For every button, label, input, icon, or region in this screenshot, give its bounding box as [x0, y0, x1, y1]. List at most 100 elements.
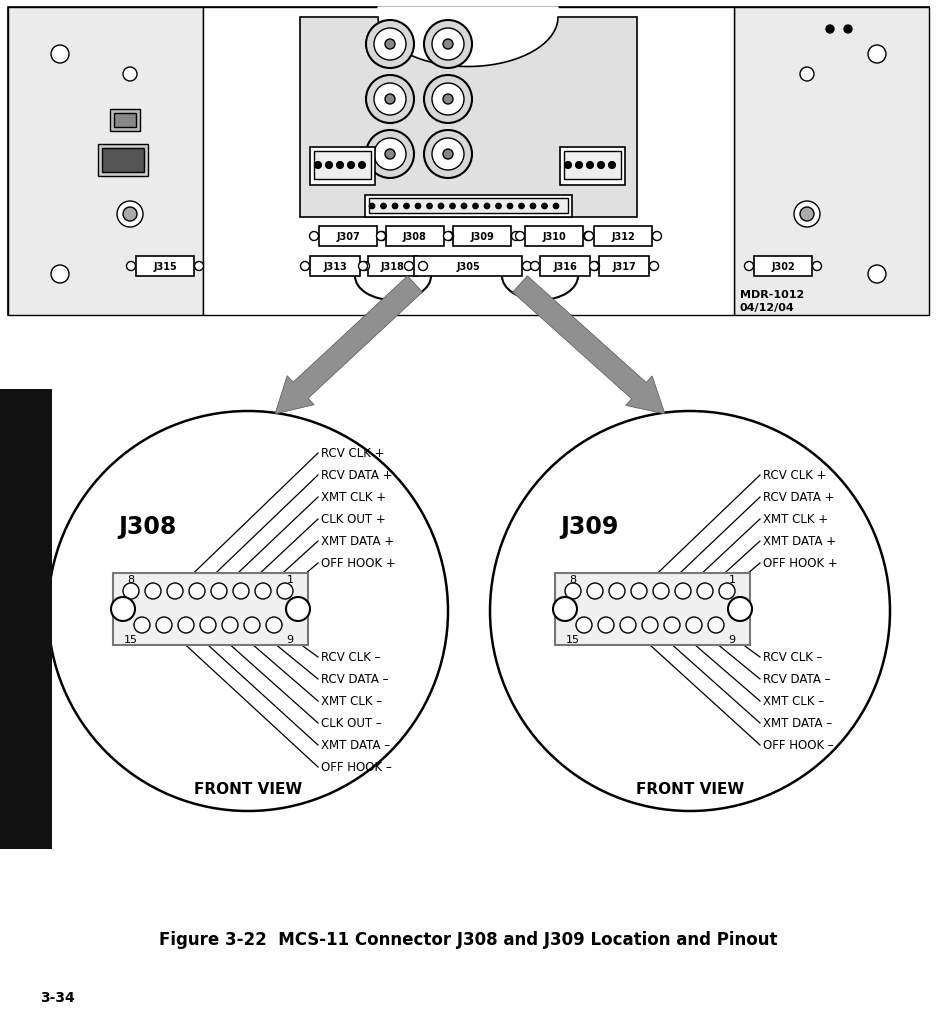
- Circle shape: [443, 232, 452, 242]
- Circle shape: [373, 29, 405, 61]
- Circle shape: [438, 204, 444, 210]
- Circle shape: [620, 618, 636, 634]
- Circle shape: [222, 618, 238, 634]
- Text: J309: J309: [560, 515, 618, 538]
- Bar: [98, 145, 148, 177]
- Circle shape: [461, 204, 466, 210]
- Circle shape: [564, 584, 580, 599]
- Circle shape: [385, 150, 395, 160]
- Text: J305: J305: [456, 262, 479, 272]
- Text: XMT DATA +: XMT DATA +: [321, 535, 394, 548]
- Circle shape: [325, 162, 332, 169]
- Circle shape: [366, 130, 414, 178]
- Bar: [310, 257, 359, 277]
- Text: J309: J309: [470, 231, 493, 242]
- Text: J307: J307: [336, 231, 359, 242]
- Text: RCV DATA +: RCV DATA +: [321, 469, 392, 482]
- Text: XMT CLK –: XMT CLK –: [762, 695, 824, 708]
- Circle shape: [443, 40, 452, 50]
- Bar: [554, 574, 749, 645]
- Text: XMT CLK +: XMT CLK +: [762, 513, 827, 526]
- Circle shape: [123, 584, 139, 599]
- Bar: [310, 148, 374, 185]
- Circle shape: [233, 584, 249, 599]
- Circle shape: [369, 204, 374, 210]
- Text: XMT CLK +: XMT CLK +: [321, 491, 386, 504]
- Text: RCV CLK +: RCV CLK +: [762, 469, 826, 482]
- Text: RCV DATA –: RCV DATA –: [762, 673, 829, 686]
- Circle shape: [443, 95, 452, 105]
- Text: RCV CLK –: RCV CLK –: [762, 651, 822, 663]
- Circle shape: [826, 25, 833, 34]
- Circle shape: [484, 204, 490, 210]
- Bar: [563, 152, 621, 179]
- Bar: [414, 257, 521, 277]
- Bar: [300, 18, 636, 218]
- Bar: [110, 110, 139, 131]
- Ellipse shape: [48, 412, 447, 811]
- Bar: [368, 257, 417, 277]
- Text: XMT DATA –: XMT DATA –: [321, 739, 389, 752]
- Circle shape: [373, 84, 405, 116]
- Circle shape: [586, 584, 603, 599]
- Bar: [452, 227, 510, 247]
- Text: FRONT VIEW: FRONT VIEW: [194, 782, 301, 797]
- Circle shape: [255, 584, 271, 599]
- Circle shape: [266, 618, 282, 634]
- Text: 8: 8: [127, 575, 135, 585]
- Circle shape: [651, 232, 661, 242]
- Circle shape: [309, 232, 318, 242]
- Circle shape: [799, 68, 813, 82]
- Circle shape: [360, 262, 369, 271]
- Circle shape: [708, 618, 724, 634]
- Circle shape: [552, 204, 558, 210]
- Text: 1: 1: [286, 575, 293, 585]
- Circle shape: [744, 262, 753, 271]
- Circle shape: [685, 618, 701, 634]
- Circle shape: [211, 584, 227, 599]
- Circle shape: [472, 204, 477, 210]
- Bar: [365, 196, 571, 218]
- Circle shape: [110, 597, 135, 622]
- Circle shape: [403, 204, 409, 210]
- Circle shape: [649, 262, 658, 271]
- Text: RCV CLK –: RCV CLK –: [321, 651, 380, 663]
- Text: XMT CLK –: XMT CLK –: [321, 695, 382, 708]
- Circle shape: [597, 618, 613, 634]
- Circle shape: [718, 584, 734, 599]
- Text: CLK OUT –: CLK OUT –: [321, 716, 381, 730]
- Circle shape: [586, 162, 592, 169]
- Text: XMT DATA +: XMT DATA +: [762, 535, 835, 548]
- Circle shape: [584, 232, 592, 242]
- Circle shape: [674, 584, 690, 599]
- Text: 1: 1: [727, 575, 735, 585]
- Circle shape: [867, 46, 885, 64]
- Text: CLK OUT +: CLK OUT +: [321, 513, 386, 526]
- Circle shape: [424, 130, 472, 178]
- Text: OFF HOOK –: OFF HOOK –: [321, 761, 391, 773]
- Circle shape: [608, 584, 624, 599]
- Bar: [8, 8, 203, 316]
- Circle shape: [563, 162, 571, 169]
- Text: J302: J302: [770, 262, 794, 272]
- Circle shape: [867, 266, 885, 283]
- Text: J308: J308: [402, 231, 427, 242]
- Bar: [560, 148, 624, 185]
- Circle shape: [530, 262, 539, 271]
- Text: MDR-1012: MDR-1012: [739, 289, 803, 300]
- Circle shape: [418, 262, 427, 271]
- Text: 9: 9: [286, 635, 293, 644]
- Circle shape: [195, 262, 203, 271]
- Circle shape: [664, 618, 680, 634]
- Circle shape: [449, 204, 455, 210]
- Circle shape: [377, 232, 386, 242]
- Circle shape: [843, 25, 851, 34]
- Circle shape: [424, 21, 472, 69]
- Circle shape: [123, 68, 137, 82]
- Circle shape: [277, 584, 293, 599]
- Circle shape: [404, 262, 413, 271]
- Text: FRONT VIEW: FRONT VIEW: [636, 782, 743, 797]
- Circle shape: [506, 204, 512, 210]
- Circle shape: [522, 262, 531, 271]
- Circle shape: [347, 162, 354, 169]
